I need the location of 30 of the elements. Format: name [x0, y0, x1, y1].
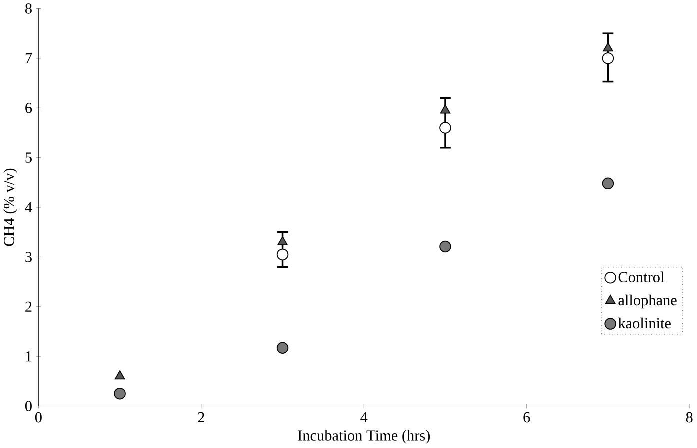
y-tick-label: 4: [25, 202, 32, 213]
y-tick-label: 2: [26, 302, 32, 312]
x-tick-label: 4: [360, 412, 368, 423]
point: [276, 249, 289, 261]
y-tick-label: 7: [26, 54, 32, 64]
x-tick-label: 0: [35, 412, 42, 423]
legend-label: allophane: [618, 295, 677, 309]
point: [440, 104, 451, 114]
point: [114, 388, 126, 400]
point: [603, 42, 614, 52]
x-tick-label: 8: [686, 412, 693, 423]
legend-label: Control: [618, 272, 664, 283]
x-tick-label: 6: [524, 412, 530, 423]
y-tick-label: 3: [26, 252, 32, 263]
point: [440, 241, 452, 253]
point: [276, 342, 289, 354]
y-tick-label: 6: [26, 103, 32, 114]
point: [114, 370, 126, 380]
y-tick-label: 5: [26, 152, 32, 164]
y-axis-title: CH4 (% v/v): [4, 169, 18, 246]
y-tick-label: 8: [25, 4, 32, 14]
point: [440, 122, 452, 134]
point: [278, 236, 288, 246]
y-tick-label: 1: [26, 352, 32, 362]
x-tick-label: 2: [198, 412, 204, 423]
x-axis-title: Incubation Time (hrs): [298, 430, 430, 444]
y-tick-label: 0: [25, 401, 32, 412]
legend-label: kaolinite: [618, 318, 671, 329]
point: [602, 52, 614, 65]
point: [602, 178, 614, 190]
